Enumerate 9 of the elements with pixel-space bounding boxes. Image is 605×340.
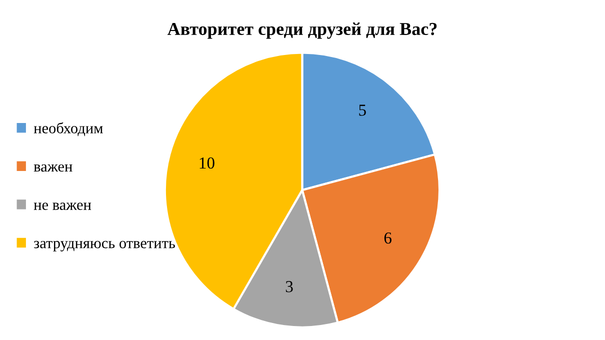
legend-label: затрудняюсь ответить (34, 240, 175, 252)
chart-title: Авторитет среди друзей для Вас? (167, 22, 437, 39)
data-label: 3 (286, 281, 293, 292)
legend-label: важен (34, 164, 72, 172)
data-label: 10 (200, 157, 214, 169)
data-label: 6 (384, 232, 392, 244)
legend-label: не важен (34, 202, 92, 210)
data-label: 5 (359, 104, 366, 116)
legend-label: необходим (34, 122, 103, 136)
